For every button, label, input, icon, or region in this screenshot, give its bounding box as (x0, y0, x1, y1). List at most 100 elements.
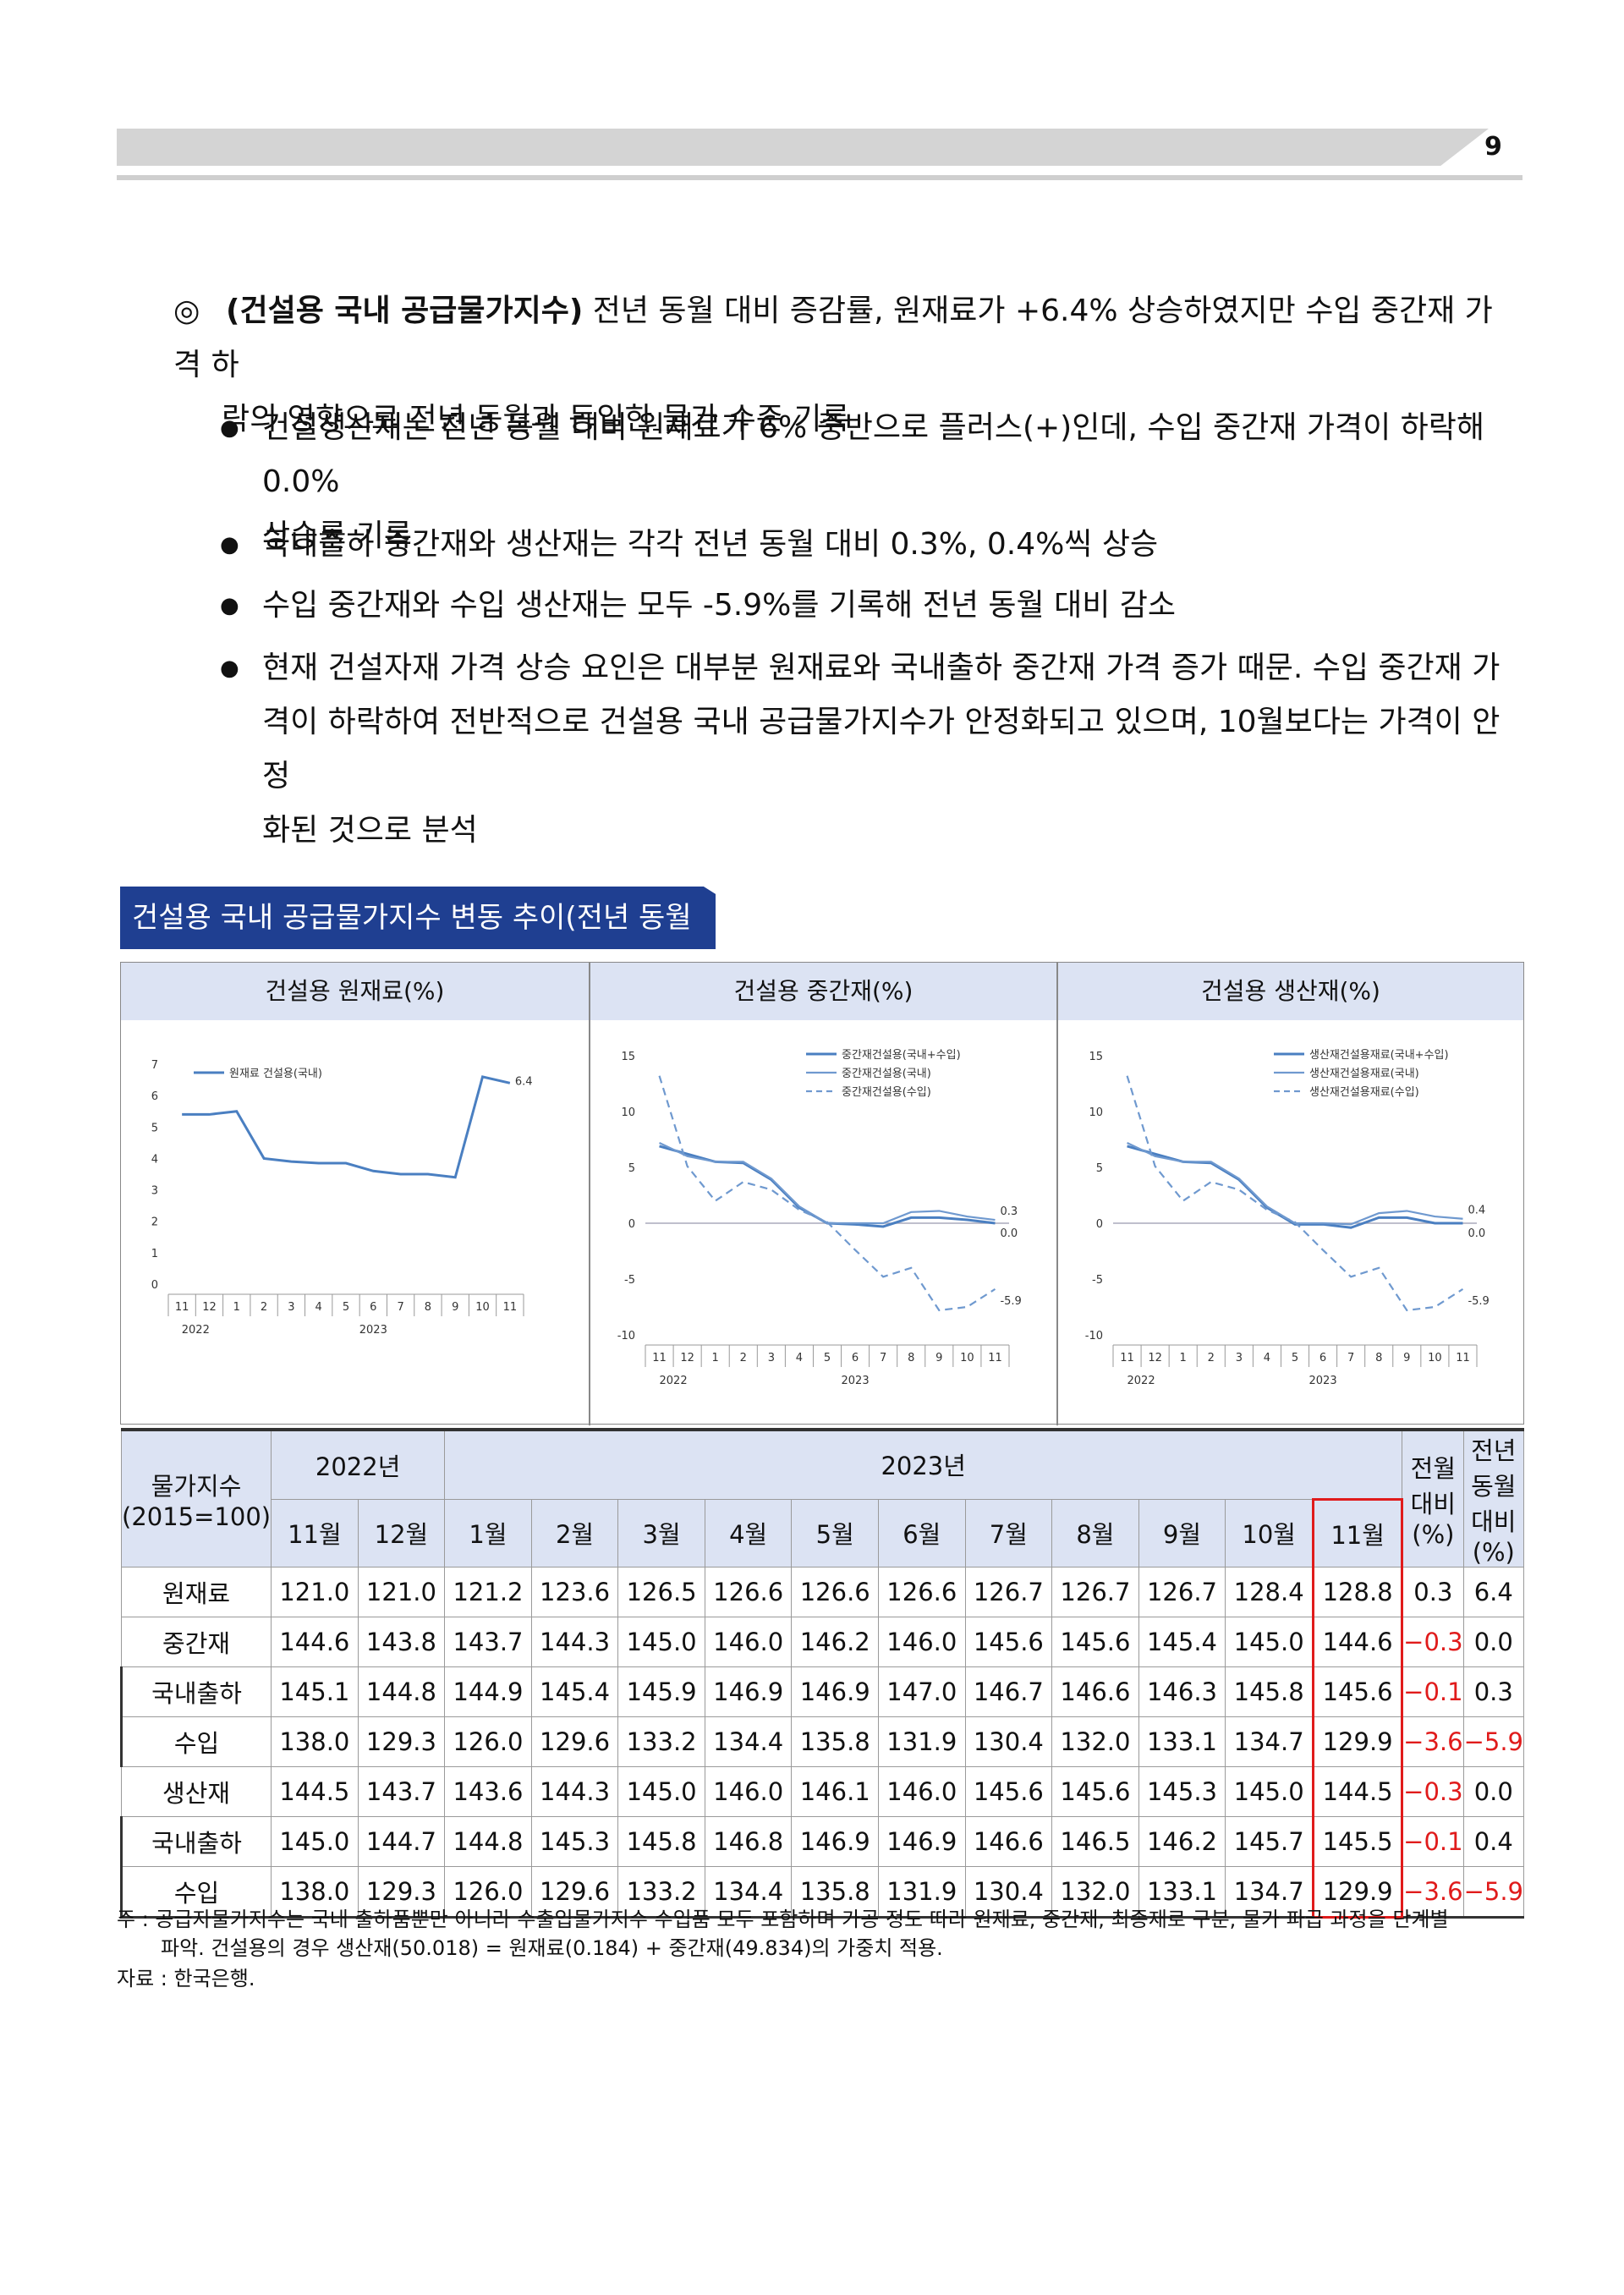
table-cell: 126.6 (878, 1567, 966, 1617)
table-cell: 143.6 (444, 1766, 532, 1817)
month-header: 6월 (878, 1498, 966, 1568)
table-cell: 146.1 (791, 1766, 880, 1817)
series-line (1127, 1141, 1463, 1226)
table-cell: 145.6 (1051, 1766, 1139, 1817)
y-tick-label: 2 (151, 1216, 158, 1229)
month-header: 4월 (704, 1498, 793, 1568)
table-cell: 145.3 (530, 1816, 619, 1867)
bullet-line: 수입 중간재와 수입 생산재는 모두 -5.9%를 기록해 전년 동월 대비 감… (262, 588, 1177, 623)
table-row: 국내출하 145.1 144.8 144.9 145.4 145.9 146.9 146.9 1… (119, 1666, 1525, 1717)
table-cell: 145.1 (271, 1666, 359, 1717)
y-tick-label: 0 (628, 1218, 635, 1231)
x-tick-label: 11 (503, 1301, 518, 1314)
table-cell: 134.7 (1225, 1866, 1314, 1919)
chart-divider (589, 963, 590, 1425)
table-cell: 138.0 (271, 1716, 359, 1767)
table-cell: 129.9 (1312, 1866, 1404, 1919)
table-cell: 133.1 (1138, 1866, 1226, 1919)
mom-header: 전월 대비(%) (1402, 1428, 1464, 1568)
x-tick-label: 2 (740, 1352, 747, 1364)
table-cell: 144.5 (271, 1766, 359, 1817)
y-tick-label: 5 (1096, 1162, 1103, 1175)
series-line (182, 1075, 511, 1179)
table-cell: 145.3 (1138, 1766, 1226, 1817)
table-cell: 146.6 (964, 1816, 1053, 1867)
table-cell: 132.0 (1051, 1866, 1139, 1919)
month-header: 7월 (964, 1498, 1053, 1568)
legend-label: 원재료 건설용(국내) (229, 1068, 322, 1080)
x-tick-label: 8 (425, 1301, 431, 1314)
table-cell: 145.5 (1312, 1816, 1404, 1867)
table-cell: 145.6 (964, 1617, 1053, 1667)
table-cell: 126.7 (1138, 1567, 1226, 1617)
table-cell: 126.5 (617, 1567, 705, 1617)
row-label: 수입 (119, 1866, 272, 1919)
x-tick-label: 11 (1120, 1352, 1134, 1364)
y-tick-label: 0 (151, 1279, 158, 1292)
x-tick-label: 11 (988, 1352, 1002, 1364)
mom-cell: −0.3 (1402, 1617, 1464, 1667)
yoy-cell: 0.3 (1462, 1666, 1525, 1717)
month-header: 1월 (444, 1498, 532, 1568)
x-tick-label: 5 (343, 1301, 349, 1314)
table-cell: 121.0 (357, 1567, 446, 1617)
x-year-label: 2023 (1309, 1375, 1337, 1387)
x-tick-label: 12 (202, 1301, 217, 1314)
bullet-line: 건설생산재는 전년 동월 대비 원재료가 6% 중반으로 플러스(+)인데, 수… (262, 410, 1485, 499)
chart-header-intermediate: 건설용 중간재(%) (590, 963, 1056, 1020)
table-cell: 121.0 (271, 1567, 359, 1617)
table-cell: 146.0 (878, 1617, 966, 1667)
table-cell: 146.7 (964, 1666, 1053, 1717)
month-header: 5월 (791, 1498, 880, 1568)
table-cell: 146.9 (878, 1816, 966, 1867)
bullet-line: 화된 것으로 분석 (262, 813, 478, 848)
x-tick-label: 5 (824, 1352, 831, 1364)
x-tick-label: 3 (288, 1301, 294, 1314)
table-cell: 146.0 (878, 1766, 966, 1817)
mom-cell: 0.3 (1402, 1567, 1464, 1617)
table-cell: 126.7 (1051, 1567, 1139, 1617)
x-tick-label: 8 (908, 1352, 914, 1364)
y-tick-label: 0 (1096, 1218, 1103, 1231)
table-cell: 135.8 (791, 1866, 880, 1919)
bullet-line: 상승률 기록 (262, 519, 413, 553)
table-cell: 145.0 (1225, 1766, 1314, 1817)
yoy-cell: 6.4 (1462, 1567, 1525, 1617)
table-cell: 143.7 (357, 1766, 446, 1817)
table-cell: 129.3 (357, 1716, 446, 1767)
yoy-cell: 0.0 (1462, 1766, 1525, 1817)
x-tick-label: 10 (960, 1352, 974, 1364)
x-tick-label: 12 (1148, 1352, 1162, 1364)
x-tick-label: 6 (852, 1352, 859, 1364)
table-cell: 145.6 (964, 1766, 1053, 1817)
x-tick-label: 11 (652, 1352, 667, 1364)
x-tick-label: 4 (315, 1301, 322, 1314)
lead-heading: (건설용 국내 공급물가지수) (226, 294, 584, 328)
x-tick-label: 5 (1292, 1352, 1298, 1364)
double-circle-icon: ◎ (173, 294, 200, 328)
data-label: 6.4 (515, 1075, 533, 1088)
series-line (659, 1141, 996, 1225)
series-line (1127, 1145, 1463, 1229)
table-cell: 146.3 (1138, 1666, 1226, 1717)
table-cell: 126.7 (964, 1567, 1053, 1617)
page-header-rule (117, 175, 1522, 180)
table-cell: 144.6 (271, 1617, 359, 1667)
chart-header-production: 건설용 생산재(%) (1058, 963, 1523, 1020)
x-tick-label: 7 (397, 1301, 403, 1314)
x-tick-label: 6 (370, 1301, 376, 1314)
table-cell: 129.6 (530, 1716, 619, 1767)
table-cell: 145.0 (617, 1617, 705, 1667)
data-label: 0.3 (1000, 1205, 1018, 1218)
y-tick-label: 7 (151, 1059, 158, 1072)
x-tick-label: 10 (475, 1301, 490, 1314)
table-cell: 145.8 (617, 1816, 705, 1867)
row-label: 원재료 (120, 1567, 272, 1617)
table-cell: 146.9 (791, 1666, 880, 1717)
table-cell: 126.0 (444, 1716, 532, 1767)
bullet-line: 국내출하 중간재와 생산재는 각각 전년 동월 대비 0.3%, 0.4%씩 상… (262, 527, 1159, 562)
